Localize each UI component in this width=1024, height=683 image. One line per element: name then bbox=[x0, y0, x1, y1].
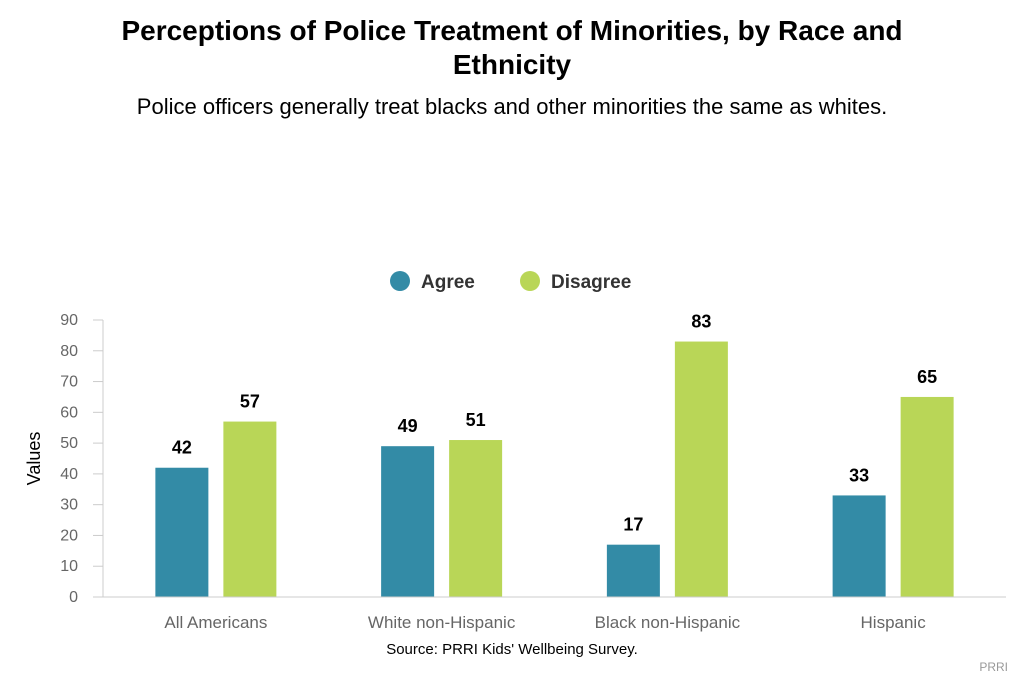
data-labels-group: 42 57 49 51 17 83 33 65 bbox=[172, 312, 937, 535]
legend-marker-disagree bbox=[520, 271, 540, 291]
x-tick-label: Hispanic bbox=[861, 613, 927, 632]
legend-label: Agree bbox=[421, 272, 475, 293]
data-label: 33 bbox=[849, 465, 869, 485]
y-tick-label: 90 bbox=[60, 312, 78, 329]
bars-group bbox=[155, 341, 954, 597]
legend-marker-agree bbox=[390, 271, 410, 291]
legend-label: Disagree bbox=[551, 272, 631, 293]
bar-agree bbox=[381, 446, 435, 597]
y-tick-label: 10 bbox=[60, 558, 78, 575]
data-label: 49 bbox=[398, 416, 418, 436]
x-tick-label: Black non-Hispanic bbox=[595, 613, 741, 632]
y-tick-label: 20 bbox=[60, 527, 78, 544]
bar-agree bbox=[606, 544, 660, 597]
data-label: 51 bbox=[466, 410, 486, 430]
bar-disagree bbox=[674, 341, 728, 597]
y-tick-label: 70 bbox=[60, 374, 78, 391]
y-axis: 0 10 20 30 40 50 60 70 80 90 Values bbox=[24, 312, 104, 606]
y-tick-label: 80 bbox=[60, 343, 78, 360]
bar-agree bbox=[832, 495, 886, 597]
credit-text: PRRI bbox=[979, 660, 1008, 674]
data-label: 42 bbox=[172, 438, 192, 458]
x-axis: All Americans White non-Hispanic Black non… bbox=[103, 596, 1006, 632]
y-axis-title: Values bbox=[24, 432, 44, 486]
source-note: Source: PRRI Kids' Wellbeing Survey. bbox=[386, 641, 638, 658]
bar-disagree bbox=[900, 396, 954, 597]
y-tick-label: 0 bbox=[69, 589, 78, 606]
data-label: 65 bbox=[917, 367, 937, 387]
chart-title: Perceptions of Police Treatment of Minor… bbox=[121, 15, 903, 80]
data-label: 57 bbox=[240, 392, 260, 412]
y-tick-label: 40 bbox=[60, 466, 78, 483]
y-tick-label: 60 bbox=[60, 404, 78, 421]
bar-disagree bbox=[449, 440, 503, 597]
x-tick-label: All Americans bbox=[164, 613, 267, 632]
bar-agree bbox=[155, 467, 209, 597]
chart-subtitle: Police officers generally treat blacks a… bbox=[136, 94, 888, 119]
y-tick-label: 30 bbox=[60, 497, 78, 514]
y-tick-label: 50 bbox=[60, 435, 78, 452]
legend: Agree Disagree bbox=[390, 271, 631, 293]
x-tick-label: White non-Hispanic bbox=[368, 613, 516, 632]
bar-disagree bbox=[223, 421, 277, 597]
data-label: 17 bbox=[623, 515, 643, 535]
data-label: 83 bbox=[691, 312, 711, 332]
